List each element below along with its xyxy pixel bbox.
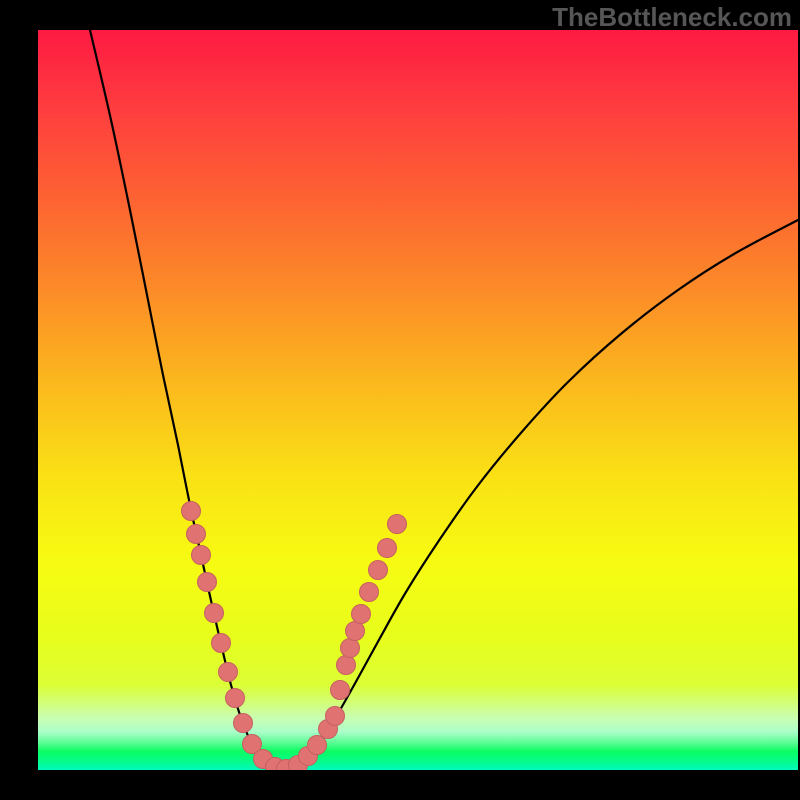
data-marker [219, 663, 238, 682]
data-marker [346, 622, 365, 641]
data-marker [369, 561, 388, 580]
data-marker [352, 605, 371, 624]
data-marker [337, 656, 356, 675]
data-marker [187, 525, 206, 544]
data-marker [331, 681, 350, 700]
data-marker [234, 714, 253, 733]
bottleneck-curve [90, 30, 798, 769]
data-marker [192, 546, 211, 565]
data-marker [378, 539, 397, 558]
data-marker [212, 634, 231, 653]
frame-border [0, 770, 800, 800]
data-marker [341, 639, 360, 658]
frame-border [0, 0, 38, 800]
watermark-text: TheBottleneck.com [552, 2, 792, 33]
data-marker [326, 707, 345, 726]
data-marker [388, 515, 407, 534]
data-marker [198, 573, 217, 592]
data-marker [205, 604, 224, 623]
data-marker [182, 502, 201, 521]
data-marker [360, 583, 379, 602]
plot-svg [38, 30, 798, 770]
data-marker [226, 689, 245, 708]
data-marker [308, 736, 327, 755]
